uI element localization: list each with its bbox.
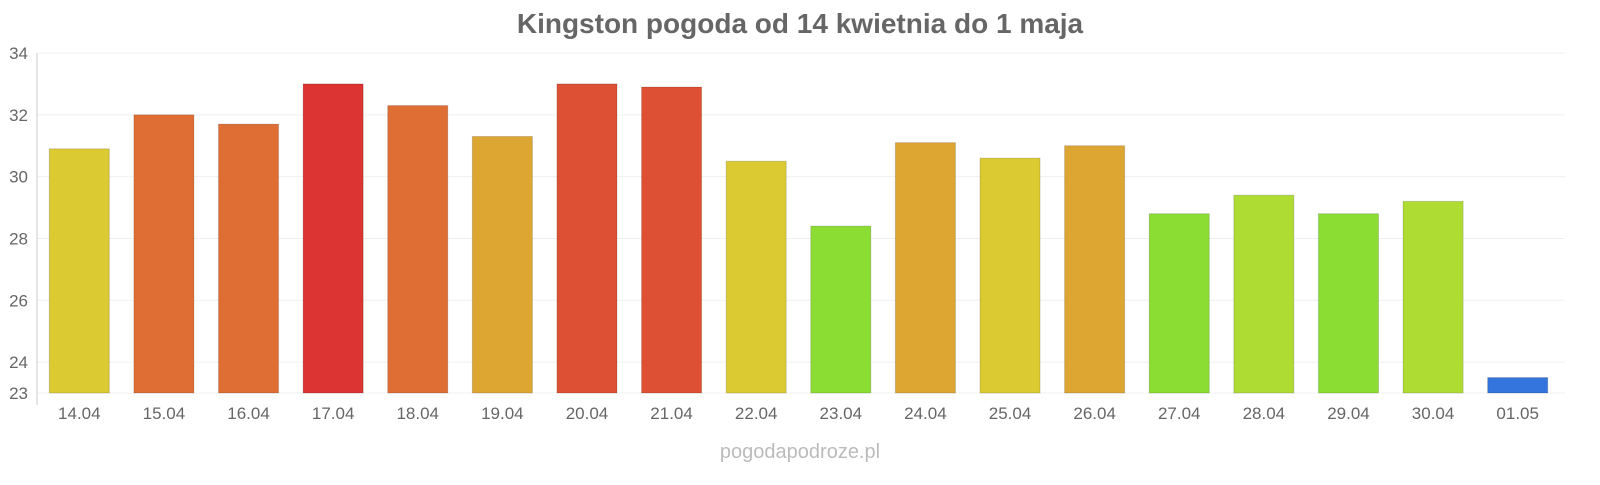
x-tick-label: 22.04 [735, 404, 778, 423]
y-tick-label: 34 [9, 44, 28, 63]
y-tick-label: 24 [9, 353, 28, 372]
x-tick-label: 19.04 [481, 404, 524, 423]
y-tick-label: 26 [9, 291, 28, 310]
x-tick-label: 23.04 [820, 404, 863, 423]
y-tick-label: 23 [9, 384, 28, 403]
x-tick-label: 24.04 [904, 404, 947, 423]
x-tick-label: 26.04 [1073, 404, 1116, 423]
bar-19.04[interactable] [471, 135, 533, 394]
x-tick-label: 29.04 [1327, 404, 1370, 423]
x-tick-label: 17.04 [312, 404, 355, 423]
bar-29.04[interactable] [1317, 213, 1380, 394]
bar-24.04[interactable] [894, 142, 956, 394]
x-tick-label: 28.04 [1243, 404, 1286, 423]
bar-14.04[interactable] [48, 148, 110, 394]
x-tick-label: 15.04 [143, 404, 186, 423]
x-tick-label: 14.04 [58, 404, 101, 423]
x-tick-label: 30.04 [1412, 404, 1455, 423]
x-tick-label: 27.04 [1158, 404, 1201, 423]
bar-21.04[interactable] [641, 86, 703, 394]
bar-01.05[interactable] [1487, 377, 1549, 394]
y-tick-label: 28 [9, 229, 28, 248]
x-tick-label: 25.04 [989, 404, 1032, 423]
x-tick-label: 01.05 [1496, 404, 1539, 423]
watermark: pogodapodroze.pl [720, 441, 880, 463]
bar-28.04[interactable] [1233, 194, 1295, 394]
y-tick-label: 30 [9, 168, 28, 187]
bar-18.04[interactable] [387, 105, 449, 394]
x-tick-label: 21.04 [650, 404, 693, 423]
x-tick-label: 20.04 [566, 404, 609, 423]
bar-27.04[interactable] [1148, 213, 1210, 394]
bar-22.04[interactable] [725, 160, 787, 394]
bar-30.04[interactable] [1402, 200, 1464, 394]
bar-26.04[interactable] [1064, 145, 1126, 394]
bar-17.04[interactable] [302, 83, 364, 394]
x-tick-label: 16.04 [227, 404, 270, 423]
y-tick-label: 32 [9, 106, 28, 125]
bar-16.04[interactable] [217, 123, 280, 394]
x-tick-label: 18.04 [396, 404, 439, 423]
bar-23.04[interactable] [810, 225, 872, 394]
chart-title: Kingston pogoda od 14 kwietnia do 1 maja [517, 8, 1084, 39]
bar-20.04[interactable] [556, 83, 618, 394]
bar-25.04[interactable] [979, 157, 1041, 394]
bar-15.04[interactable] [133, 114, 195, 394]
